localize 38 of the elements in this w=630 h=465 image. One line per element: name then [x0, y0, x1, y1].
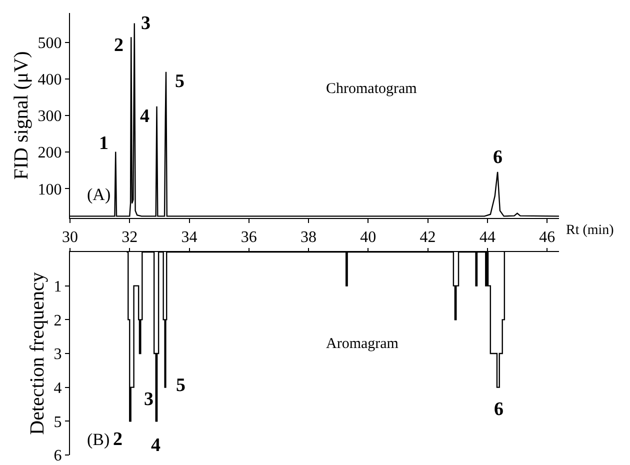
annotation: 6: [494, 399, 504, 420]
x-tick-label: 38: [300, 229, 317, 246]
y-tick-label: 6: [54, 448, 62, 465]
y-tick-label: 100: [38, 181, 62, 198]
x-tick-label: 40: [360, 229, 376, 246]
annotation: 3: [144, 389, 154, 410]
annotation: (A): [87, 185, 111, 204]
annotation: (B): [87, 430, 110, 449]
annotation: 1: [99, 133, 108, 154]
x-tick-label: 30: [62, 229, 78, 246]
annotation: 5: [176, 375, 186, 396]
x-tick-label: 34: [181, 229, 198, 246]
annotation: 2: [114, 35, 124, 56]
y-tick-label: 300: [38, 108, 62, 126]
y-tick-label: 400: [38, 71, 62, 88]
annotation: 2: [113, 429, 122, 450]
annotation: Aromagram: [326, 336, 399, 352]
y-tick-label: 500: [38, 34, 62, 52]
y-tick-label: 3: [54, 346, 62, 364]
x-tick-label: 46: [539, 229, 556, 246]
annotation: 4: [151, 435, 161, 456]
x-tick-label: 32: [122, 229, 138, 246]
x-tick-label: 36: [240, 229, 257, 246]
annotation: 6: [493, 147, 502, 168]
y-tick-label: 200: [38, 144, 62, 162]
x-axis-title: Rt (min): [566, 223, 614, 238]
y-axis-title: Detection frequency: [26, 272, 48, 435]
x-tick-label: 44: [479, 229, 496, 246]
x-tick-label: 42: [420, 229, 436, 246]
y-tick-label: 2: [54, 312, 62, 330]
annotation: 3: [141, 13, 150, 34]
annotation: 4: [140, 106, 150, 127]
y-tick-label: 4: [54, 380, 62, 397]
annotation: Chromatogram: [326, 81, 418, 97]
y-tick-label: 5: [54, 414, 62, 431]
y-axis-title: FID signal (μV): [10, 51, 32, 180]
y-tick-label: 1: [54, 278, 62, 296]
annotation: 5: [175, 71, 184, 92]
